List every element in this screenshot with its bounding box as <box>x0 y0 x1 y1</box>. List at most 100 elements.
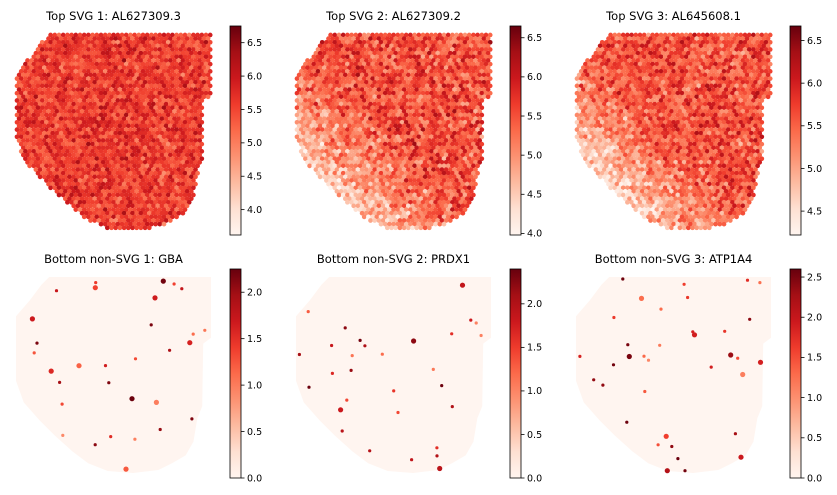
spot <box>176 79 182 85</box>
spot <box>408 149 413 154</box>
spot <box>462 134 468 140</box>
spot <box>460 50 466 56</box>
spot <box>44 47 49 52</box>
spot <box>387 69 392 74</box>
spot <box>174 54 179 60</box>
spot <box>165 127 171 132</box>
spot <box>441 207 447 212</box>
spot <box>50 116 56 122</box>
spot <box>88 138 93 143</box>
spot <box>77 54 83 60</box>
spot <box>479 112 485 118</box>
spot <box>81 163 87 169</box>
spot <box>420 76 426 81</box>
spot <box>479 39 485 45</box>
spot <box>468 116 474 122</box>
spot <box>155 174 161 180</box>
spot <box>174 178 179 183</box>
spot <box>361 54 367 60</box>
spot <box>155 130 161 136</box>
spot <box>157 54 163 60</box>
spot <box>27 98 32 103</box>
spot <box>435 218 441 223</box>
spot <box>149 47 154 52</box>
spot <box>380 50 386 56</box>
spot <box>391 170 396 176</box>
spot <box>69 192 74 198</box>
spot <box>359 87 365 92</box>
spot <box>161 156 167 162</box>
spot <box>39 105 45 111</box>
spot <box>109 189 114 194</box>
spot <box>466 185 472 191</box>
spot <box>73 98 79 103</box>
spot <box>37 79 43 85</box>
spot <box>193 181 198 187</box>
spot <box>366 39 371 45</box>
spot <box>140 156 146 162</box>
spot <box>39 170 45 176</box>
spot <box>170 134 175 140</box>
spot <box>315 127 321 132</box>
spot <box>113 145 119 151</box>
spot <box>37 43 43 49</box>
spot <box>307 105 312 111</box>
spot <box>466 141 472 147</box>
spot <box>77 185 83 191</box>
spot <box>380 116 386 122</box>
spot <box>71 94 77 100</box>
spot <box>403 112 409 118</box>
spot <box>416 156 422 162</box>
spot <box>102 178 108 183</box>
spot <box>35 105 41 111</box>
spot <box>342 116 348 122</box>
spot <box>307 149 312 154</box>
spot <box>431 210 436 216</box>
spot <box>37 138 43 143</box>
spot <box>37 65 43 71</box>
spot <box>460 94 466 100</box>
spot <box>153 32 158 38</box>
spot <box>296 123 302 129</box>
spot <box>77 178 83 183</box>
spot <box>311 156 317 162</box>
spot <box>98 69 104 74</box>
spot <box>473 87 478 92</box>
spot <box>115 39 121 45</box>
spot <box>29 145 35 151</box>
spot <box>172 174 177 180</box>
spot <box>456 174 462 180</box>
spot <box>83 109 89 114</box>
spot <box>393 225 399 231</box>
spot <box>201 72 207 78</box>
spot <box>140 105 146 111</box>
spot <box>31 119 37 125</box>
spot <box>71 87 77 92</box>
spot <box>73 134 79 140</box>
spot <box>140 39 146 45</box>
spot <box>452 123 457 129</box>
spot <box>134 196 140 202</box>
spot <box>149 170 154 176</box>
spot <box>351 189 357 194</box>
spot <box>130 225 135 231</box>
spot <box>100 159 106 165</box>
spot <box>391 185 396 191</box>
spot <box>170 54 175 60</box>
spot <box>109 174 114 180</box>
spot <box>468 87 474 92</box>
spot <box>102 112 108 118</box>
spot <box>324 141 329 147</box>
spot <box>345 199 350 205</box>
spot <box>368 116 373 122</box>
spot <box>342 145 348 151</box>
spot <box>136 199 142 205</box>
spot <box>44 54 49 60</box>
spot <box>439 152 445 158</box>
spot <box>471 32 476 38</box>
spot <box>33 79 39 85</box>
spot <box>128 39 133 45</box>
spot <box>359 94 365 100</box>
spot <box>86 32 91 38</box>
spot <box>418 123 424 129</box>
